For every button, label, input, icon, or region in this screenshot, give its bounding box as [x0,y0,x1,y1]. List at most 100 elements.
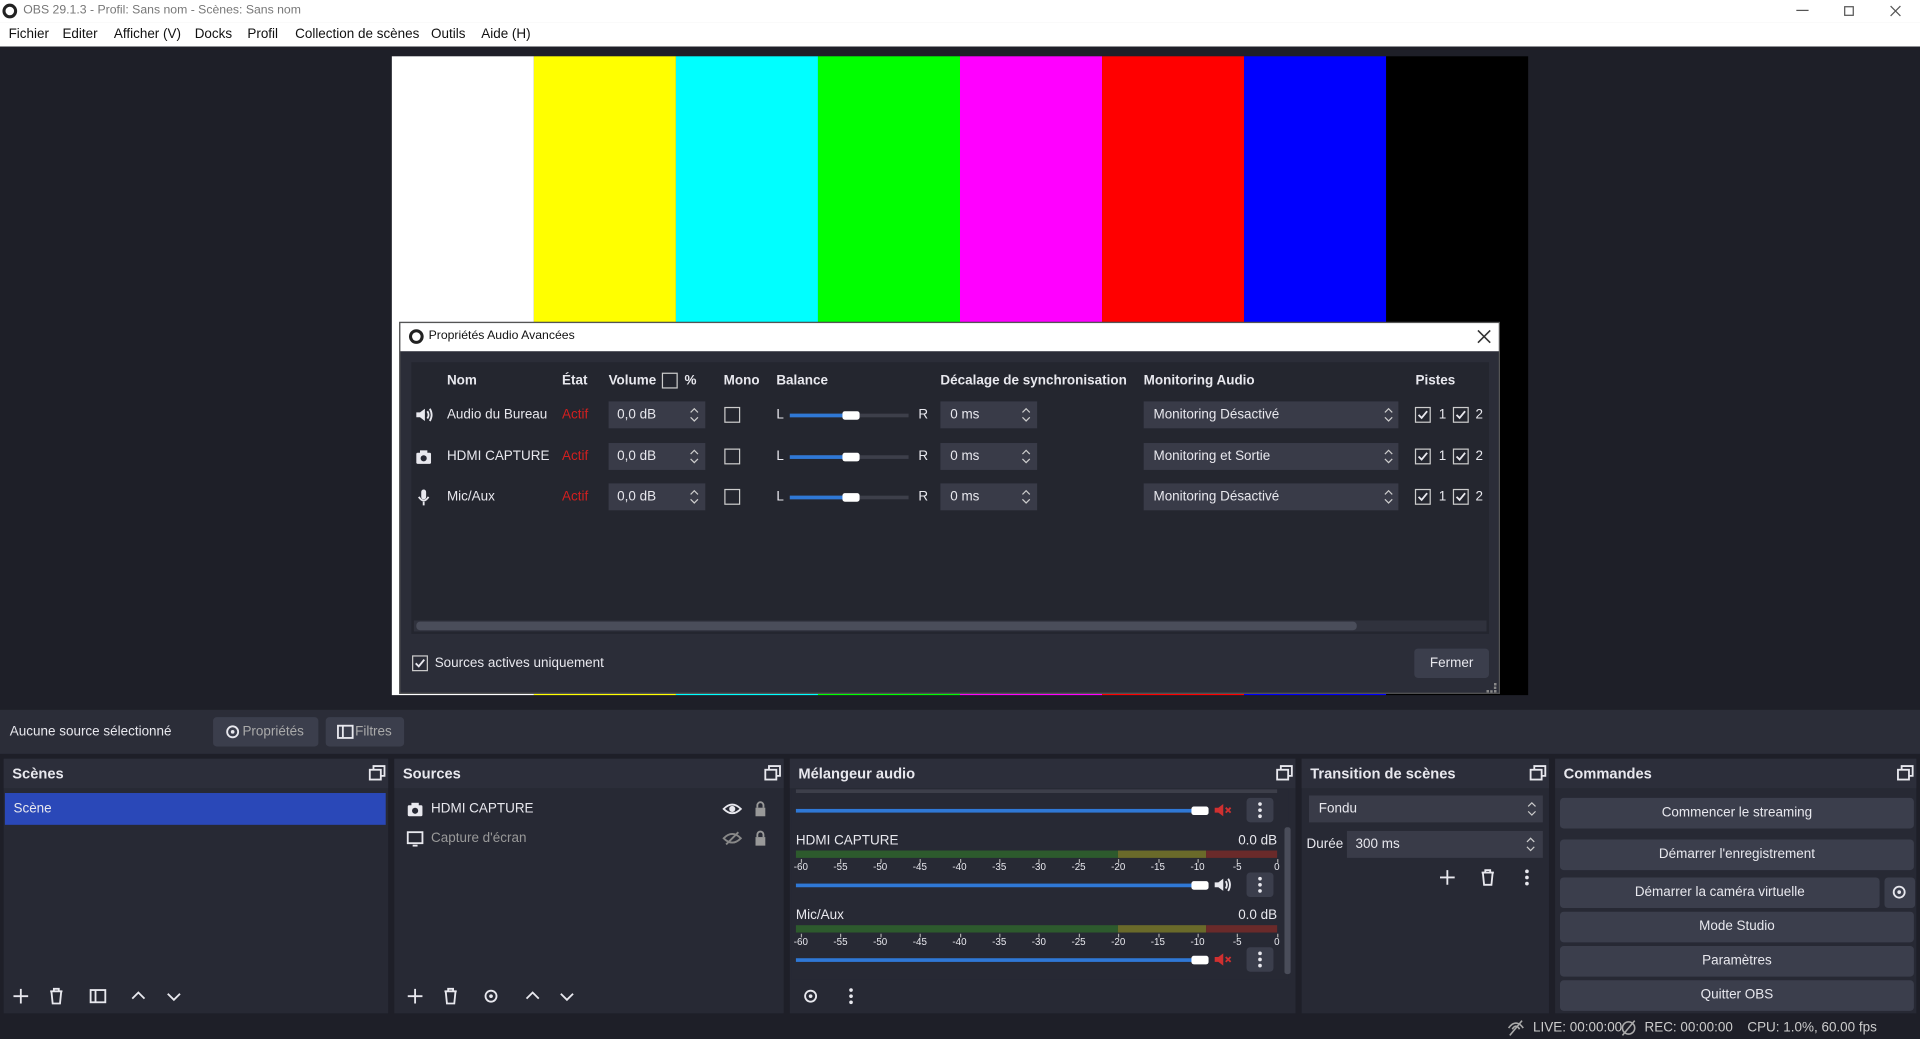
volume-handle[interactable] [1191,955,1209,965]
sync-spin[interactable] [1016,446,1036,466]
duration-spin[interactable] [1521,835,1541,855]
properties-button[interactable] [213,717,319,747]
undock-button[interactable] [1275,764,1295,784]
filters-label[interactable]: Filtres [355,724,392,740]
control-label[interactable]: Mode Studio [1699,919,1775,934]
source-tool[interactable] [441,986,461,1006]
sync-spin[interactable] [1016,405,1036,425]
scene-item[interactable]: Scène [13,801,52,817]
control-label[interactable]: Démarrer la caméra virtuelle [1634,884,1805,900]
undock-button[interactable] [763,764,783,784]
transition-tool[interactable] [1438,868,1458,888]
balance-handle[interactable] [842,411,860,420]
scrollbar-thumb[interactable] [416,621,1357,631]
close-button[interactable] [1414,648,1489,678]
menu-item[interactable]: Aide (H) [481,26,531,42]
volume-handle[interactable] [1191,881,1209,890]
mute-button[interactable] [1212,875,1232,895]
balance-handle[interactable] [842,452,860,461]
volume-field[interactable] [608,483,706,511]
mute-button[interactable] [1212,800,1232,820]
source-item[interactable]: Capture d'écran [431,830,527,846]
control-button[interactable] [1560,911,1914,943]
mixer-settings[interactable] [801,986,821,1006]
duration-field[interactable] [1346,830,1543,858]
scene-tool[interactable] [47,986,67,1006]
sync-spin[interactable] [1016,487,1036,507]
active-only-checkbox[interactable] [410,654,430,674]
menu-item[interactable]: Profil [247,26,279,42]
source-tool[interactable] [523,986,543,1006]
lock[interactable] [751,799,771,819]
dock-header [1301,758,1549,789]
mixer-menu[interactable] [841,986,861,1006]
volume-handle[interactable] [1191,806,1209,816]
control-label[interactable]: Paramètres [1702,953,1772,969]
control-label[interactable]: Commencer le streaming [1661,805,1813,820]
percent-checkbox[interactable] [660,371,680,391]
menu-item[interactable]: Editer [62,26,98,42]
track-checkbox[interactable] [1451,487,1471,507]
control-label[interactable]: Quitter OBS [1700,987,1774,1003]
track-checkbox[interactable] [1413,446,1433,466]
mute-button[interactable] [1212,950,1232,970]
maximize[interactable] [1844,6,1854,16]
source-tool[interactable] [405,986,425,1006]
mono-checkbox[interactable] [722,487,742,507]
active-only-label[interactable]: Sources actives uniquement [434,655,604,671]
volume-field[interactable] [608,442,706,470]
scene-tool[interactable] [88,986,108,1006]
undock-button[interactable] [1896,764,1916,784]
source-item[interactable]: HDMI CAPTURE [431,801,534,817]
scene-tool[interactable] [11,986,31,1006]
control-button[interactable] [1560,877,1880,909]
scene-tool[interactable] [164,986,184,1006]
control-button[interactable] [1560,839,1914,871]
visibility[interactable] [722,829,743,849]
sync-field[interactable] [940,483,1038,511]
track-checkbox[interactable] [1451,405,1471,425]
undock-button[interactable] [367,764,387,784]
minimize[interactable] [1796,9,1809,12]
menu-item[interactable]: Afficher (V) [113,26,181,42]
monitoring-select[interactable] [1143,401,1399,429]
transition-tool[interactable] [1517,868,1537,888]
mono-checkbox[interactable] [722,405,742,425]
menu-item[interactable]: Docks [194,26,233,42]
menu-item[interactable]: Collection de scènes [295,26,420,42]
lock[interactable] [751,829,771,849]
volume-field[interactable] [608,401,706,429]
monitoring-arrow [1384,407,1393,422]
properties-label[interactable]: Propriétés [242,724,304,740]
undock-button[interactable] [1528,764,1548,784]
close[interactable] [1886,1,1906,21]
control-label[interactable]: Démarrer l'enregistrement [1658,846,1815,862]
volume-track [795,958,1201,962]
volume-spin[interactable] [684,446,704,466]
track-checkbox[interactable] [1413,487,1433,507]
transition-select[interactable] [1308,795,1543,823]
sync-field[interactable] [940,442,1038,470]
control-button[interactable] [1560,945,1914,977]
scene-item-selected[interactable] [4,793,386,825]
balance-handle[interactable] [842,493,860,502]
menu-item[interactable]: Outils [431,26,466,42]
close-label[interactable]: Fermer [1429,655,1474,671]
mono-checkbox[interactable] [722,446,742,466]
dialog-close[interactable] [1474,327,1494,347]
sync-field[interactable] [940,401,1038,429]
transition-tool[interactable] [1478,868,1498,888]
control-button[interactable] [1560,797,1914,829]
source-tool[interactable] [481,986,501,1006]
monitoring-select[interactable] [1143,483,1399,511]
menu-item[interactable]: Fichier [8,26,49,42]
visibility[interactable] [722,799,743,819]
control-button[interactable] [1560,980,1914,1011]
volume-spin[interactable] [684,405,704,425]
scene-tool[interactable] [129,986,149,1006]
source-tool[interactable] [557,986,577,1006]
volume-spin[interactable] [684,487,704,507]
track-checkbox[interactable] [1451,446,1471,466]
track-checkbox[interactable] [1413,405,1433,425]
monitoring-select[interactable] [1143,442,1399,470]
